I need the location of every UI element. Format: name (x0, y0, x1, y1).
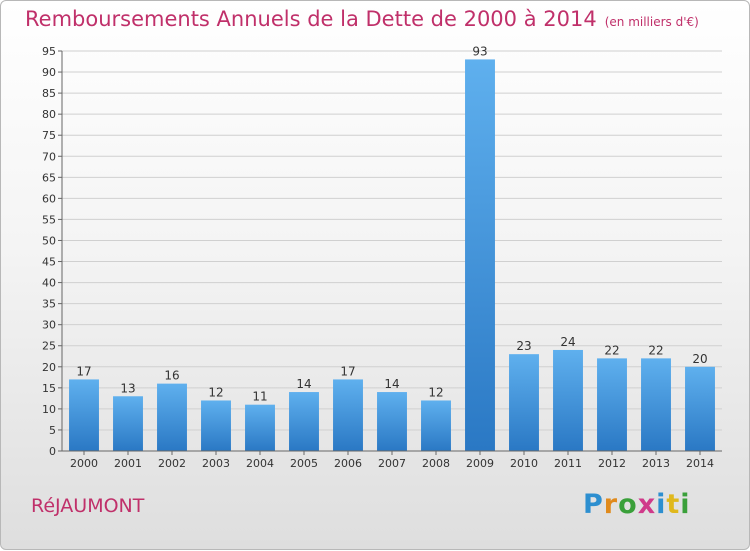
data-label: 12 (208, 385, 223, 399)
data-label: 13 (120, 381, 135, 395)
x-tick-label: 2000 (70, 457, 98, 470)
y-tick-label: 20 (42, 361, 56, 374)
town-name: RéJAUMONT (31, 495, 145, 517)
y-tick-label: 30 (42, 319, 56, 332)
bar (421, 400, 451, 451)
data-label: 11 (252, 390, 267, 404)
data-label: 22 (648, 343, 663, 357)
bar (553, 349, 583, 451)
logo-letter: i (680, 489, 691, 520)
y-tick-label: 15 (42, 382, 56, 395)
logo-letter: r (603, 489, 619, 520)
x-tick-label: 2012 (598, 457, 626, 470)
y-tick-label: 45 (42, 256, 56, 269)
x-tick-label: 2013 (642, 457, 670, 470)
bar (333, 379, 363, 451)
bar (201, 400, 231, 451)
y-tick-label: 10 (42, 403, 56, 416)
data-label: 24 (560, 335, 575, 349)
bar (69, 379, 99, 451)
data-label: 14 (384, 377, 399, 391)
data-label: 20 (692, 352, 707, 366)
logo-letter: t (666, 489, 681, 520)
y-tick-label: 25 (42, 340, 56, 353)
y-tick-label: 65 (42, 171, 56, 184)
axes: 0 5 10 15 20 25 30 35 40 45 50 55 60 65 70 75 80 85 90 95 20… (42, 45, 722, 470)
y-tick-label: 60 (42, 192, 56, 205)
logo-letter: P (583, 489, 604, 520)
unit-note: (en milliers d'€) (604, 15, 699, 29)
y-tick-label: 0 (49, 445, 56, 458)
bar (465, 59, 495, 451)
data-label: 17 (340, 364, 355, 378)
logo-letter: i (656, 489, 667, 520)
data-label: 17 (76, 364, 91, 378)
y-tick-label: 75 (42, 129, 56, 142)
bar (289, 392, 319, 451)
x-tick-label: 2010 (510, 457, 538, 470)
bar (509, 354, 539, 451)
data-label: 93 (472, 44, 487, 58)
bar (685, 366, 715, 451)
data-label: 16 (164, 369, 179, 383)
x-tick-label: 2007 (378, 457, 406, 470)
bar (113, 396, 143, 451)
y-tick-label: 50 (42, 234, 56, 247)
y-tick-label: 5 (49, 424, 56, 437)
proxiti-logo: Proxiti (583, 489, 691, 520)
data-label: 12 (428, 385, 443, 399)
bar (157, 383, 187, 451)
y-tick-label: 80 (42, 108, 56, 121)
x-tick-label: 2005 (290, 457, 318, 470)
x-tick-label: 2009 (466, 457, 494, 470)
x-tick-label: 2014 (686, 457, 714, 470)
bar (377, 392, 407, 451)
x-tick-label: 2001 (114, 457, 142, 470)
y-tick-label: 90 (42, 66, 56, 79)
logo-letter: x (637, 489, 657, 520)
data-label: 23 (516, 339, 531, 353)
logo-letter: o (618, 489, 638, 520)
bar (597, 358, 627, 451)
x-tick-label: 2008 (422, 457, 450, 470)
bar (641, 358, 671, 451)
data-label: 22 (604, 343, 619, 357)
y-tick-label: 55 (42, 213, 56, 226)
y-tick-label: 40 (42, 277, 56, 290)
title-text: Remboursements Annuels de la Dette de 20… (25, 7, 597, 31)
bars: 17 13 16 12 11 14 17 14 12 93 23 24 22 22 20 (69, 44, 715, 451)
chart-title: Remboursements Annuels de la Dette de 20… (25, 7, 699, 31)
x-tick-label: 2011 (554, 457, 582, 470)
x-tick-label: 2006 (334, 457, 362, 470)
y-tick-label: 85 (42, 87, 56, 100)
y-tick-label: 95 (42, 45, 56, 58)
x-tick-label: 2003 (202, 457, 230, 470)
y-tick-label: 35 (42, 298, 56, 311)
x-tick-label: 2002 (158, 457, 186, 470)
data-label: 14 (296, 377, 311, 391)
bar (245, 404, 275, 451)
x-tick-label: 2004 (246, 457, 274, 470)
y-tick-label: 70 (42, 150, 56, 163)
